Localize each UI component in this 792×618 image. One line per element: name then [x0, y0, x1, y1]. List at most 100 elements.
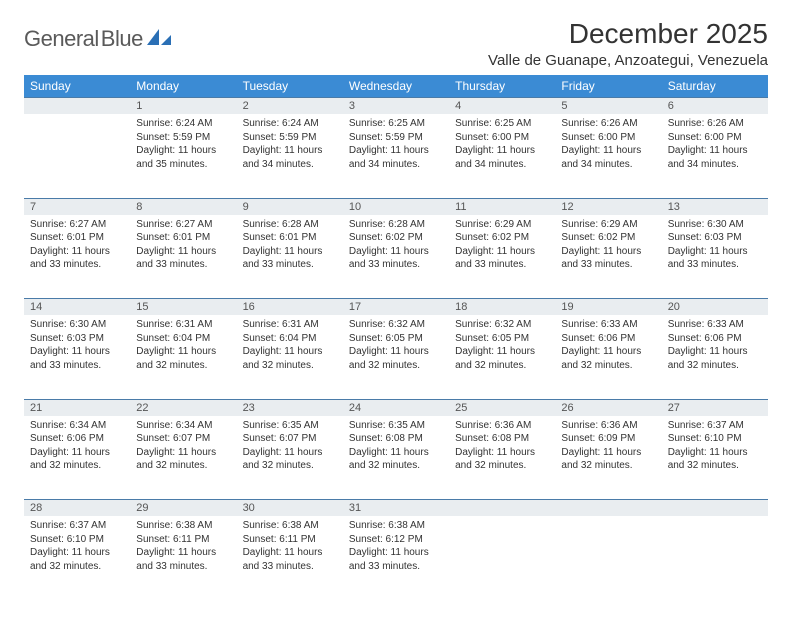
sunset-text: Sunset: 6:02 PM [561, 231, 655, 245]
day-number: 26 [555, 399, 661, 416]
sunset-text: Sunset: 6:05 PM [349, 332, 443, 346]
daylight-text: Daylight: 11 hours and 32 minutes. [136, 345, 230, 372]
sunset-text: Sunset: 6:11 PM [243, 533, 337, 547]
day-cell [449, 516, 555, 600]
sunset-text: Sunset: 6:07 PM [243, 432, 337, 446]
sunset-text: Sunset: 6:03 PM [30, 332, 124, 346]
sunrise-text: Sunrise: 6:29 AM [455, 218, 549, 232]
day-number: 17 [343, 299, 449, 316]
sunrise-text: Sunrise: 6:25 AM [349, 117, 443, 131]
sunset-text: Sunset: 6:06 PM [668, 332, 762, 346]
sunset-text: Sunset: 6:12 PM [349, 533, 443, 547]
day-number: 23 [237, 399, 343, 416]
sunrise-text: Sunrise: 6:27 AM [136, 218, 230, 232]
daylight-text: Daylight: 11 hours and 32 minutes. [349, 446, 443, 473]
sunset-text: Sunset: 6:11 PM [136, 533, 230, 547]
day-number: 14 [24, 299, 130, 316]
day-cell: Sunrise: 6:30 AMSunset: 6:03 PMDaylight:… [662, 215, 768, 299]
daylight-text: Daylight: 11 hours and 32 minutes. [136, 446, 230, 473]
sunrise-text: Sunrise: 6:34 AM [30, 419, 124, 433]
sunrise-text: Sunrise: 6:37 AM [30, 519, 124, 533]
sunrise-text: Sunrise: 6:29 AM [561, 218, 655, 232]
sunrise-text: Sunrise: 6:33 AM [561, 318, 655, 332]
day-number: 11 [449, 198, 555, 215]
daylight-text: Daylight: 11 hours and 33 minutes. [243, 546, 337, 573]
sunrise-text: Sunrise: 6:27 AM [30, 218, 124, 232]
sunset-text: Sunset: 6:06 PM [561, 332, 655, 346]
daylight-text: Daylight: 11 hours and 33 minutes. [30, 245, 124, 272]
day-number: 27 [662, 399, 768, 416]
sunrise-text: Sunrise: 6:33 AM [668, 318, 762, 332]
day-cell: Sunrise: 6:25 AMSunset: 5:59 PMDaylight:… [343, 114, 449, 198]
day-number: 1 [130, 98, 236, 115]
sunrise-text: Sunrise: 6:28 AM [243, 218, 337, 232]
day-cell: Sunrise: 6:38 AMSunset: 6:12 PMDaylight:… [343, 516, 449, 600]
daylight-text: Daylight: 11 hours and 32 minutes. [30, 446, 124, 473]
sunrise-text: Sunrise: 6:30 AM [668, 218, 762, 232]
sunrise-text: Sunrise: 6:26 AM [668, 117, 762, 131]
day-cell: Sunrise: 6:33 AMSunset: 6:06 PMDaylight:… [555, 315, 661, 399]
sunset-text: Sunset: 6:01 PM [30, 231, 124, 245]
daylight-text: Daylight: 11 hours and 33 minutes. [136, 245, 230, 272]
day-number: 5 [555, 98, 661, 115]
day-cell: Sunrise: 6:32 AMSunset: 6:05 PMDaylight:… [449, 315, 555, 399]
daylight-text: Daylight: 11 hours and 34 minutes. [668, 144, 762, 171]
day-cell: Sunrise: 6:24 AMSunset: 5:59 PMDaylight:… [237, 114, 343, 198]
sunrise-text: Sunrise: 6:30 AM [30, 318, 124, 332]
sunset-text: Sunset: 6:07 PM [136, 432, 230, 446]
brand-name-blue: Blue [101, 26, 143, 52]
day-header-row: Sunday Monday Tuesday Wednesday Thursday… [24, 75, 768, 98]
day-number: 15 [130, 299, 236, 316]
sunset-text: Sunset: 6:04 PM [136, 332, 230, 346]
daylight-text: Daylight: 11 hours and 32 minutes. [349, 345, 443, 372]
week-row: Sunrise: 6:27 AMSunset: 6:01 PMDaylight:… [24, 215, 768, 299]
sunrise-text: Sunrise: 6:32 AM [455, 318, 549, 332]
sunset-text: Sunset: 6:06 PM [30, 432, 124, 446]
week-row: Sunrise: 6:37 AMSunset: 6:10 PMDaylight:… [24, 516, 768, 600]
day-number: 2 [237, 98, 343, 115]
sunset-text: Sunset: 6:03 PM [668, 231, 762, 245]
brand-logo: GeneralBlue [24, 26, 173, 52]
day-cell: Sunrise: 6:35 AMSunset: 6:07 PMDaylight:… [237, 416, 343, 500]
sunrise-text: Sunrise: 6:35 AM [243, 419, 337, 433]
sunset-text: Sunset: 6:08 PM [455, 432, 549, 446]
sunset-text: Sunset: 6:02 PM [455, 231, 549, 245]
daylight-text: Daylight: 11 hours and 32 minutes. [561, 345, 655, 372]
location: Valle de Guanape, Anzoategui, Venezuela [488, 52, 768, 69]
week-row: Sunrise: 6:34 AMSunset: 6:06 PMDaylight:… [24, 416, 768, 500]
daylight-text: Daylight: 11 hours and 32 minutes. [243, 446, 337, 473]
day-cell: Sunrise: 6:27 AMSunset: 6:01 PMDaylight:… [130, 215, 236, 299]
day-number: 24 [343, 399, 449, 416]
daylight-text: Daylight: 11 hours and 34 minutes. [243, 144, 337, 171]
day-header: Thursday [449, 75, 555, 98]
day-cell: Sunrise: 6:34 AMSunset: 6:07 PMDaylight:… [130, 416, 236, 500]
day-cell: Sunrise: 6:37 AMSunset: 6:10 PMDaylight:… [24, 516, 130, 600]
day-cell: Sunrise: 6:38 AMSunset: 6:11 PMDaylight:… [130, 516, 236, 600]
daylight-text: Daylight: 11 hours and 32 minutes. [668, 446, 762, 473]
day-number-row: 123456 [24, 98, 768, 115]
sunrise-text: Sunrise: 6:36 AM [455, 419, 549, 433]
daylight-text: Daylight: 11 hours and 34 minutes. [455, 144, 549, 171]
brand-name-gray: General [24, 26, 99, 52]
daylight-text: Daylight: 11 hours and 33 minutes. [243, 245, 337, 272]
daylight-text: Daylight: 11 hours and 32 minutes. [668, 345, 762, 372]
sunrise-text: Sunrise: 6:34 AM [136, 419, 230, 433]
day-header: Tuesday [237, 75, 343, 98]
sunrise-text: Sunrise: 6:35 AM [349, 419, 443, 433]
day-number: 4 [449, 98, 555, 115]
day-cell: Sunrise: 6:28 AMSunset: 6:01 PMDaylight:… [237, 215, 343, 299]
day-number: 29 [130, 500, 236, 517]
day-number: 31 [343, 500, 449, 517]
day-number: 25 [449, 399, 555, 416]
day-number: 18 [449, 299, 555, 316]
day-number-row: 21222324252627 [24, 399, 768, 416]
sunset-text: Sunset: 6:00 PM [455, 131, 549, 145]
sunrise-text: Sunrise: 6:24 AM [243, 117, 337, 131]
day-number: 3 [343, 98, 449, 115]
day-cell: Sunrise: 6:26 AMSunset: 6:00 PMDaylight:… [555, 114, 661, 198]
day-number [449, 500, 555, 517]
day-number: 13 [662, 198, 768, 215]
sunset-text: Sunset: 5:59 PM [243, 131, 337, 145]
month-title: December 2025 [488, 18, 768, 50]
day-header: Wednesday [343, 75, 449, 98]
